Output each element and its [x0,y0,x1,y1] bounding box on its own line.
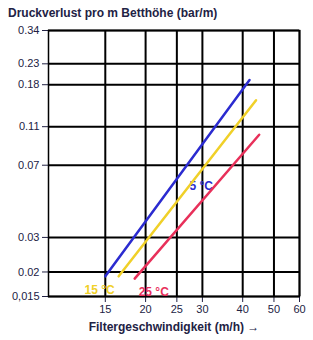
svg-text:50: 50 [268,303,280,315]
svg-text:0.02: 0.02 [18,266,39,278]
svg-text:0.11: 0.11 [19,120,40,132]
svg-text:15: 15 [99,303,111,315]
svg-text:0.23: 0.23 [18,57,39,69]
svg-text:30: 30 [196,303,208,315]
svg-text:15 °C: 15 °C [84,283,114,297]
svg-text:25: 25 [171,303,183,315]
svg-text:Filtergeschwindigkeit (m/h) →: Filtergeschwindigkeit (m/h) → [89,320,260,334]
svg-text:0,015: 0,015 [12,290,40,302]
html-text:Druckverlust pro m Betthöhe (b: Druckverlust pro m Betthöhe (bar/m) [8,6,218,20]
svg-text:0.18: 0.18 [18,78,39,90]
svg-text:25 °C: 25 °C [139,285,169,299]
svg-text:60: 60 [293,303,305,315]
svg-text:5 °C: 5 °C [189,179,213,194]
svg-text:0.07: 0.07 [18,159,39,171]
svg-text:0.03: 0.03 [18,231,39,243]
svg-text:20: 20 [139,303,151,315]
svg-text:40: 40 [237,303,249,315]
svg-text:0.34: 0.34 [18,24,39,36]
